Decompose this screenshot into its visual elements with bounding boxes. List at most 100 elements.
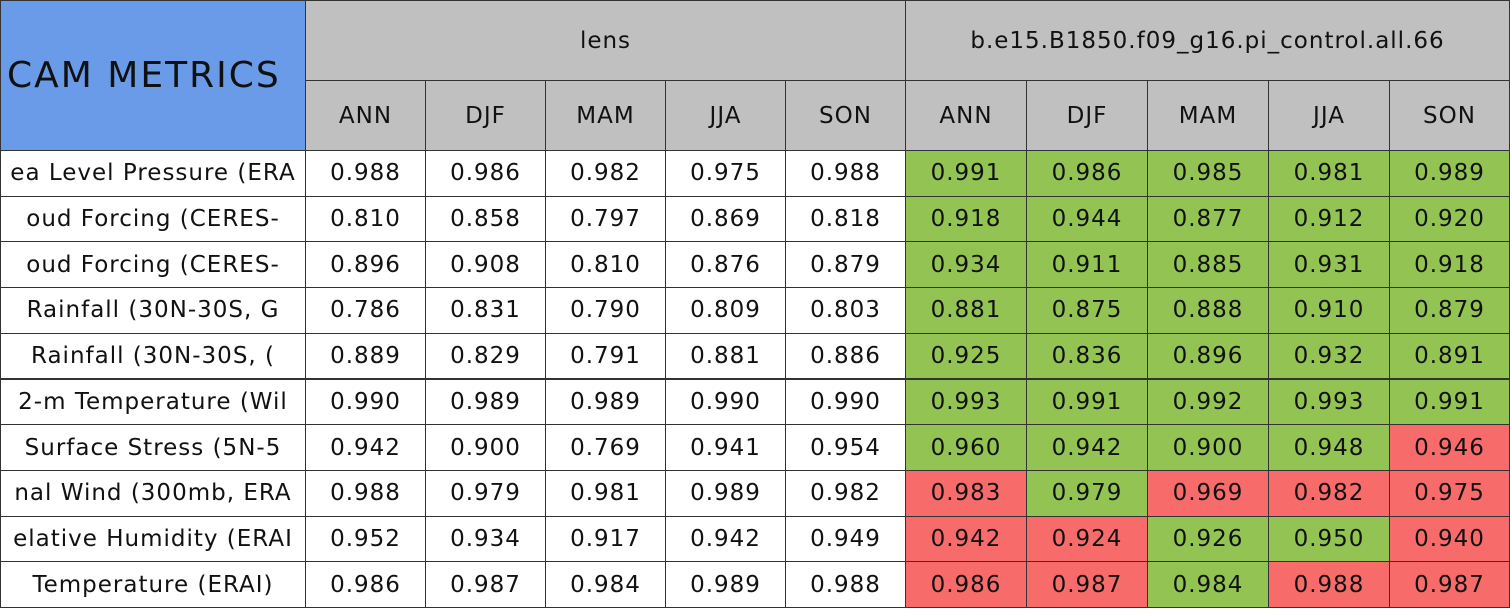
season-header: SON xyxy=(785,80,906,151)
value-cell: 0.993 xyxy=(905,378,1027,426)
value-cell: 0.932 xyxy=(1268,332,1390,380)
value-cell: 0.950 xyxy=(1268,515,1390,563)
value-cell: 0.877 xyxy=(1147,195,1269,243)
value-cell: 0.941 xyxy=(665,424,786,471)
value-cell: 0.984 xyxy=(545,561,666,608)
value-cell: 0.949 xyxy=(785,515,906,563)
row-label: oud Forcing (CERES- xyxy=(0,195,306,243)
value-cell: 0.881 xyxy=(905,287,1027,334)
value-cell: 0.991 xyxy=(1389,378,1510,426)
value-cell: 0.896 xyxy=(1147,332,1269,380)
value-cell: 0.924 xyxy=(1026,515,1148,563)
value-cell: 0.986 xyxy=(425,150,546,197)
value-cell: 0.769 xyxy=(545,424,666,471)
value-cell: 0.989 xyxy=(665,469,786,517)
value-cell: 0.803 xyxy=(785,287,906,334)
row-label: Rainfall (30N-30S, ( xyxy=(0,332,306,380)
value-cell: 0.982 xyxy=(1268,469,1390,517)
title-cell: CAM METRICS xyxy=(0,0,306,151)
value-cell: 0.797 xyxy=(545,195,666,243)
value-cell: 0.982 xyxy=(545,150,666,197)
group-header: lens xyxy=(305,0,906,81)
value-cell: 0.879 xyxy=(1389,287,1510,334)
value-cell: 0.982 xyxy=(785,469,906,517)
value-cell: 0.960 xyxy=(905,424,1027,471)
value-cell: 0.918 xyxy=(905,195,1027,243)
value-cell: 0.831 xyxy=(425,287,546,334)
value-cell: 0.888 xyxy=(1147,287,1269,334)
value-cell: 0.809 xyxy=(665,287,786,334)
value-cell: 0.912 xyxy=(1268,195,1390,243)
value-cell: 0.989 xyxy=(545,378,666,426)
value-cell: 0.990 xyxy=(665,378,786,426)
value-cell: 0.992 xyxy=(1147,378,1269,426)
value-cell: 0.944 xyxy=(1026,195,1148,243)
row-label: Rainfall (30N-30S, G xyxy=(0,287,306,334)
value-cell: 0.991 xyxy=(1026,378,1148,426)
value-cell: 0.891 xyxy=(1389,332,1510,380)
value-cell: 0.942 xyxy=(1026,424,1148,471)
value-cell: 0.969 xyxy=(1147,469,1269,517)
value-cell: 0.926 xyxy=(1147,515,1269,563)
value-cell: 0.881 xyxy=(665,332,786,380)
value-cell: 0.952 xyxy=(305,515,426,563)
value-cell: 0.942 xyxy=(665,515,786,563)
season-header: ANN xyxy=(905,80,1027,151)
value-cell: 0.918 xyxy=(1389,241,1510,289)
value-cell: 0.942 xyxy=(305,424,426,471)
value-cell: 0.981 xyxy=(1268,150,1390,197)
value-cell: 0.942 xyxy=(905,515,1027,563)
row-label: ea Level Pressure (ERA xyxy=(0,150,306,197)
value-cell: 0.791 xyxy=(545,332,666,380)
value-cell: 0.900 xyxy=(425,424,546,471)
value-cell: 0.876 xyxy=(665,241,786,289)
value-cell: 0.990 xyxy=(305,378,426,426)
value-cell: 0.989 xyxy=(425,378,546,426)
value-cell: 0.917 xyxy=(545,515,666,563)
value-cell: 0.911 xyxy=(1026,241,1148,289)
value-cell: 0.946 xyxy=(1389,424,1510,471)
row-label: Surface Stress (5N-5 xyxy=(0,424,306,471)
value-cell: 0.810 xyxy=(545,241,666,289)
value-cell: 0.984 xyxy=(1147,561,1269,608)
value-cell: 0.920 xyxy=(1389,195,1510,243)
value-cell: 0.989 xyxy=(665,561,786,608)
row-label: elative Humidity (ERAI xyxy=(0,515,306,563)
value-cell: 0.879 xyxy=(785,241,906,289)
value-cell: 0.988 xyxy=(785,150,906,197)
value-cell: 0.979 xyxy=(425,469,546,517)
group-header: b.e15.B1850.f09_g16.pi_control.all.66 xyxy=(905,0,1510,81)
value-cell: 0.875 xyxy=(1026,287,1148,334)
value-cell: 0.985 xyxy=(1147,150,1269,197)
season-header: SON xyxy=(1389,80,1510,151)
value-cell: 0.908 xyxy=(425,241,546,289)
value-cell: 0.988 xyxy=(305,469,426,517)
value-cell: 0.858 xyxy=(425,195,546,243)
value-cell: 0.925 xyxy=(905,332,1027,380)
value-cell: 0.934 xyxy=(425,515,546,563)
value-cell: 0.790 xyxy=(545,287,666,334)
value-cell: 0.993 xyxy=(1268,378,1390,426)
value-cell: 0.940 xyxy=(1389,515,1510,563)
value-cell: 0.889 xyxy=(305,332,426,380)
row-label: 2-m Temperature (Wil xyxy=(0,378,306,426)
value-cell: 0.987 xyxy=(425,561,546,608)
value-cell: 0.975 xyxy=(665,150,786,197)
value-cell: 0.988 xyxy=(305,150,426,197)
value-cell: 0.810 xyxy=(305,195,426,243)
value-cell: 0.885 xyxy=(1147,241,1269,289)
value-cell: 0.987 xyxy=(1389,561,1510,608)
season-header: ANN xyxy=(305,80,426,151)
season-header: MAM xyxy=(1147,80,1269,151)
value-cell: 0.934 xyxy=(905,241,1027,289)
value-cell: 0.954 xyxy=(785,424,906,471)
value-cell: 0.981 xyxy=(545,469,666,517)
value-cell: 0.818 xyxy=(785,195,906,243)
value-cell: 0.989 xyxy=(1389,150,1510,197)
value-cell: 0.988 xyxy=(785,561,906,608)
value-cell: 0.988 xyxy=(1268,561,1390,608)
season-header: MAM xyxy=(545,80,666,151)
value-cell: 0.983 xyxy=(905,469,1027,517)
value-cell: 0.986 xyxy=(1026,150,1148,197)
